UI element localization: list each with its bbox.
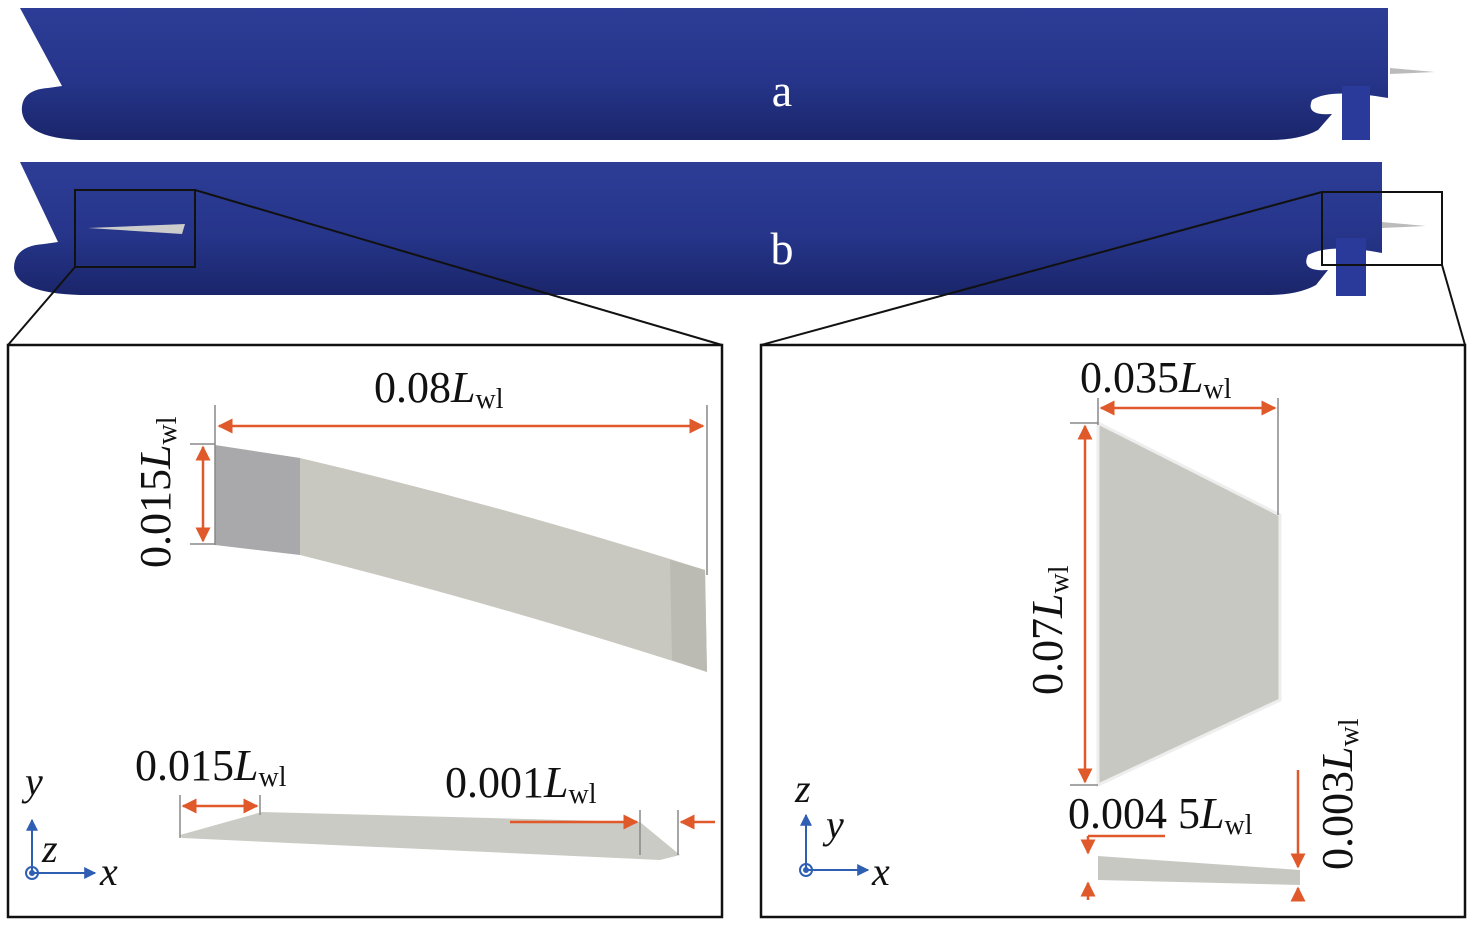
axis-label: x [99, 849, 118, 894]
dimension-label: 0.001Lwl [445, 758, 597, 810]
dimension-number: 0.08 [374, 363, 451, 412]
axis-triad [25, 813, 870, 880]
axis-label: y [21, 759, 43, 804]
dimension-number: 0.035 [1080, 353, 1179, 402]
dimension-subscript: wl [1044, 565, 1075, 593]
bow-fin [179, 405, 715, 860]
dimension-subscript: wl [1203, 374, 1231, 405]
dimension-subscript: wl [1224, 810, 1252, 841]
dimension-subscript: wl [1334, 718, 1365, 746]
dimension-number: 0.004 5 [1068, 789, 1200, 838]
dimension-label: 0.07Lwl [1023, 565, 1075, 695]
dimension-symbol: L [1199, 789, 1224, 838]
dimension-label: 0.015Lwl [131, 416, 183, 568]
dimension-label: 0.08Lwl [374, 363, 504, 415]
dimension-label: 0.015Lwl [135, 741, 287, 793]
dimension-label: 0.003Lwl [1313, 718, 1365, 870]
dimension-number: 0.001 [445, 758, 544, 807]
dimension-symbol: L [450, 363, 475, 412]
dimension-symbol: L [233, 741, 258, 790]
dimension-number: 0.07 [1023, 618, 1072, 695]
dimension-subscript: wl [568, 779, 596, 810]
axis-label: y [822, 802, 844, 847]
dimension-subscript: wl [152, 416, 183, 444]
dimension-symbol: L [1023, 594, 1072, 619]
hull-label: b [771, 223, 794, 274]
zoom-lines [7, 189, 1466, 346]
dimension-symbol: L [1178, 353, 1203, 402]
dimension-subscript: wl [475, 384, 503, 415]
dimension-number: 0.015 [131, 469, 180, 568]
dimension-number: 0.003 [1313, 771, 1362, 870]
hull-label: a [772, 65, 792, 116]
dimension-symbol: L [543, 758, 568, 807]
hull-b: b [14, 162, 1443, 296]
dimension-subscript: wl [258, 762, 286, 793]
axis-label: z [794, 766, 811, 811]
dimension-number: 0.015 [135, 741, 234, 790]
dimension-label: 0.004 5Lwl [1068, 789, 1253, 841]
hull-a: a [20, 8, 1435, 140]
rudder-fin [1070, 398, 1306, 902]
axis-label: x [871, 849, 890, 894]
dimension-label: 0.035Lwl [1080, 353, 1232, 405]
left-panel [6, 343, 724, 919]
axis-label: z [41, 826, 58, 871]
dimension-symbol: L [1313, 747, 1362, 772]
right-panel [759, 343, 1467, 919]
dimension-symbol: L [131, 445, 180, 470]
